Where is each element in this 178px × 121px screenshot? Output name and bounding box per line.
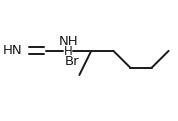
Text: HN: HN [3,44,22,57]
Text: NH: NH [58,35,78,48]
Text: Br: Br [65,55,80,68]
Text: H: H [64,45,73,58]
